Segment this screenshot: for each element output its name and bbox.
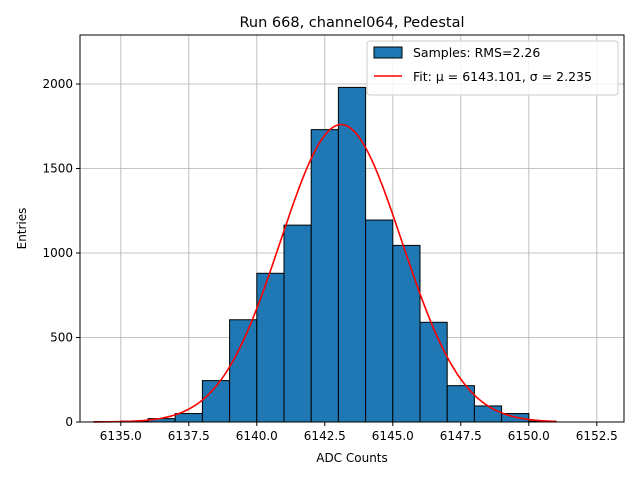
y-tick-label: 0 (65, 415, 73, 429)
histogram-bar (310, 129, 339, 423)
y-axis-label: Entries (15, 208, 29, 250)
y-tick-label: 2000 (42, 77, 73, 91)
legend: Samples: RMS=2.26 Fit: μ = 6143.101, σ =… (366, 40, 619, 96)
x-tick-label: 6142.5 (304, 429, 346, 443)
legend-box (366, 40, 619, 96)
histogram-bar (446, 385, 475, 423)
y-axis-ticks: 0 500 1000 1500 2000 (42, 77, 80, 429)
legend-swatch-histogram (373, 46, 403, 59)
y-tick-label: 1000 (42, 246, 73, 260)
histogram-bar (365, 219, 394, 423)
x-tick-label: 6135.0 (100, 429, 142, 443)
x-tick-label: 6137.5 (168, 429, 210, 443)
x-tick-label: 6145.0 (372, 429, 414, 443)
x-tick-label: 6150.0 (508, 429, 550, 443)
x-tick-label: 6147.5 (440, 429, 482, 443)
histogram-bar (229, 319, 258, 423)
legend-label-fit: Fit: μ = 6143.101, σ = 2.235 (413, 69, 592, 84)
x-tick-label: 6140.0 (236, 429, 278, 443)
legend-label-histogram: Samples: RMS=2.26 (413, 45, 540, 60)
plot-area-frame (79, 34, 625, 423)
histogram-bars (93, 86, 557, 423)
chart-title: Run 668, channel064, Pedestal (239, 15, 464, 31)
histogram-bar (419, 321, 448, 423)
y-tick-label: 500 (50, 331, 73, 345)
x-axis-ticks: 6135.0 6137.5 6140.0 6142.5 6145.0 6147.5 6150… (100, 422, 618, 443)
histogram-bar (283, 224, 312, 423)
fit-curve (93, 123, 557, 423)
histogram-bar (337, 86, 367, 423)
y-tick-label: 1500 (42, 162, 73, 176)
histogram-bar (473, 405, 503, 423)
histogram-bar (392, 244, 421, 423)
x-tick-label: 6152.5 (576, 429, 618, 443)
histogram-bar (174, 413, 203, 423)
fit-curve-layer (93, 123, 557, 423)
x-axis-label: ADC Counts (316, 451, 388, 465)
